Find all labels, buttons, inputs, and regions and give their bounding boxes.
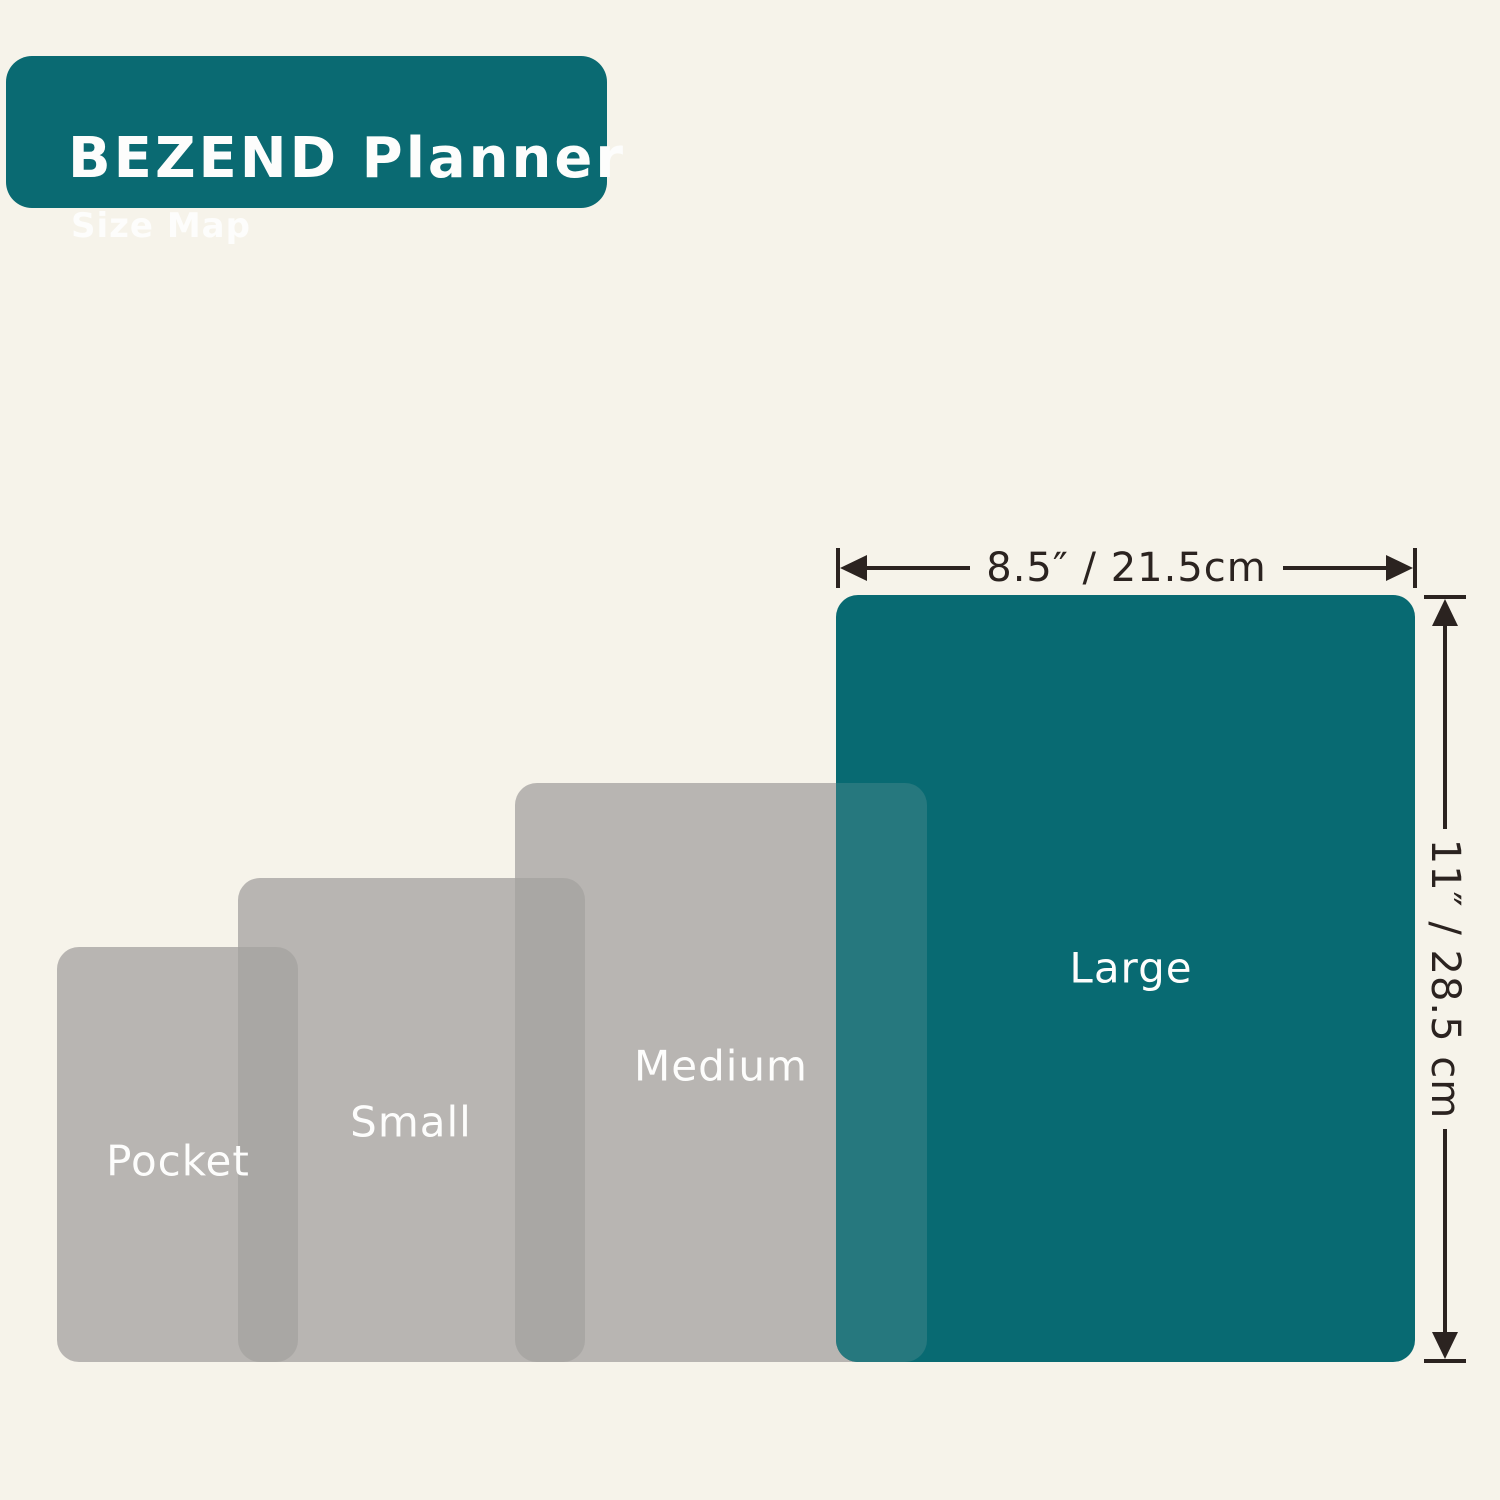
- arrow-left-icon: [840, 555, 867, 581]
- height-dimension-label: 11″ / 28.5 cm: [1422, 838, 1468, 1120]
- overlap-small-medium: [515, 878, 585, 1362]
- size-label-small: Small: [350, 1097, 472, 1147]
- arrow-down-icon: [1432, 1332, 1458, 1359]
- dimension-line-segment: [1282, 566, 1387, 570]
- size-label-pocket: Pocket: [106, 1136, 250, 1186]
- size-label-large: Large: [1069, 943, 1193, 993]
- dimension-line-segment: [867, 566, 971, 570]
- size-label-medium: Medium: [634, 1041, 808, 1091]
- rect-large: [836, 595, 1415, 1362]
- header-badge: BEZEND Planner Size Map: [6, 56, 623, 246]
- brand-title: BEZEND Planner: [68, 126, 627, 191]
- width-dimension-label: 8.5″ / 21.5cm: [986, 545, 1267, 591]
- brand-subtitle: Size Map: [71, 206, 251, 246]
- height-dimension-line: 11″ / 28.5 cm: [1422, 595, 1468, 1363]
- dimension-end-cap: [1424, 595, 1466, 599]
- dimension-end-cap: [836, 548, 840, 588]
- dimension-line-segment: [1443, 626, 1447, 829]
- dimension-end-cap: [1424, 1359, 1466, 1363]
- overlap-pocket-small: [238, 947, 298, 1362]
- dimension-line-segment: [1443, 1129, 1447, 1332]
- arrow-right-icon: [1386, 555, 1414, 581]
- arrow-up-icon: [1432, 599, 1458, 626]
- overlap-medium-large: [836, 783, 927, 1362]
- dimension-end-cap: [1413, 548, 1418, 588]
- height-dimension-label-box: 11″ / 28.5 cm: [1422, 829, 1468, 1129]
- width-dimension-line: 8.5″ / 21.5cm: [836, 545, 1418, 591]
